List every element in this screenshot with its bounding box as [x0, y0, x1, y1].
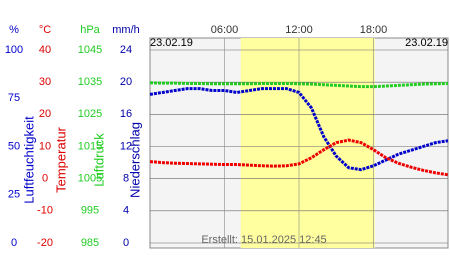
- y-tick-label: 0: [42, 173, 48, 185]
- axis-title: Luftdruck: [91, 133, 106, 187]
- y-tick-label: 20: [39, 108, 51, 120]
- y-tick-label: 4: [123, 205, 129, 217]
- axis-unit: %: [9, 24, 19, 36]
- y-tick-label: 75: [8, 92, 20, 104]
- y-tick-label: 1035: [78, 76, 102, 88]
- axis-unit: °C: [39, 24, 51, 36]
- series-line: [149, 87, 449, 172]
- date-left: 23.02.19: [150, 37, 193, 49]
- y-tick-label: 25: [8, 189, 20, 201]
- y-tick-label: 1025: [78, 108, 102, 120]
- axis-title: Niederschlag: [127, 122, 142, 198]
- y-tick-label: 1005: [78, 173, 102, 185]
- y-tick-label: 40: [39, 44, 51, 56]
- date-right: 23.02.19: [405, 37, 448, 49]
- axis-title: Luftfeuchtigkeit: [21, 116, 36, 204]
- x-tick-label: 06:00: [211, 24, 239, 36]
- axis-title: Temperatur: [53, 126, 68, 192]
- x-tick-label: 18:00: [360, 24, 388, 36]
- footer: Erstellt: 15.01.2025 12:45: [201, 234, 326, 246]
- daylight-band: [240, 38, 375, 248]
- y-tick-label: 20: [120, 76, 132, 88]
- y-tick-label: 12: [120, 140, 132, 152]
- x-tick-label: 12:00: [285, 24, 313, 36]
- y-tick-label: 1045: [78, 44, 102, 56]
- y-tick-label: 100: [5, 44, 23, 56]
- y-tick-label: 8: [123, 173, 129, 185]
- y-tick-label: 1015: [78, 140, 102, 152]
- y-tick-label: 985: [81, 237, 99, 249]
- y-tick-label: 16: [120, 108, 132, 120]
- axis-unit: hPa: [80, 24, 100, 36]
- y-tick-label: 0: [11, 237, 17, 249]
- y-tick-label: -20: [37, 237, 53, 249]
- y-tick-label: 0: [123, 237, 129, 249]
- y-tick-label: 10: [39, 140, 51, 152]
- y-tick-label: 995: [81, 205, 99, 217]
- axis-unit: mm/h: [112, 24, 140, 36]
- series-line: [149, 138, 449, 177]
- y-tick-label: -10: [37, 205, 53, 217]
- y-tick-label: 30: [39, 76, 51, 88]
- series-line: [149, 81, 449, 89]
- y-tick-label: 50: [8, 140, 20, 152]
- y-tick-label: 24: [120, 44, 132, 56]
